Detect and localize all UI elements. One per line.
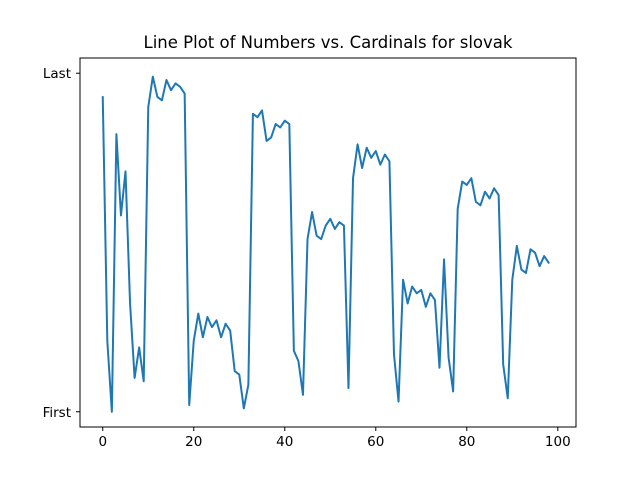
series-line (101, 75, 550, 413)
y-tick-label: Last (43, 66, 71, 82)
x-tick-label: 100 (545, 434, 571, 450)
plot-frame (79, 57, 577, 428)
chart-title: Line Plot of Numbers vs. Cardinals for s… (144, 33, 513, 52)
x-tick-label: 20 (185, 434, 202, 450)
x-tick-label: 60 (367, 434, 384, 450)
x-tick-label: 40 (276, 434, 293, 450)
x-tick-label: 0 (98, 434, 107, 450)
x-tick-label: 80 (458, 434, 475, 450)
y-tick-label: First (43, 405, 71, 421)
